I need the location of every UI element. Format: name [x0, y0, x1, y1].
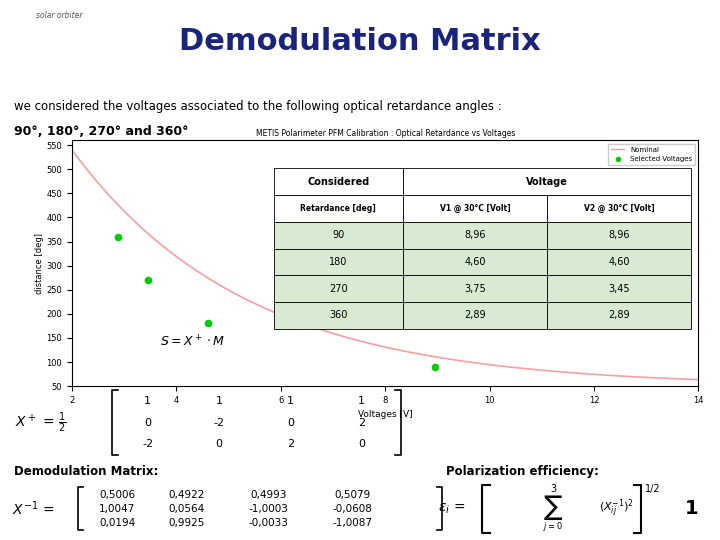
Text: $\varepsilon_i$ =: $\varepsilon_i$ = [438, 502, 465, 516]
Text: 1: 1 [685, 500, 698, 518]
Text: Demodulation Matrix:: Demodulation Matrix: [14, 465, 159, 478]
Text: 0,0194: 0,0194 [99, 518, 135, 528]
Text: 2: 2 [358, 417, 365, 428]
Text: 0,9925: 0,9925 [168, 518, 204, 528]
Point [113, 232, 125, 241]
Text: solar orbiter: solar orbiter [36, 11, 83, 20]
Text: 0,5006: 0,5006 [99, 490, 135, 500]
Text: 0: 0 [287, 417, 294, 428]
Text: -2: -2 [214, 417, 225, 428]
FancyBboxPatch shape [403, 248, 547, 275]
FancyBboxPatch shape [547, 222, 691, 248]
FancyBboxPatch shape [403, 302, 547, 329]
Text: $X^+$ = $\frac{1}{2}$: $X^+$ = $\frac{1}{2}$ [15, 410, 67, 435]
Text: V2 @ 30°C [Volt]: V2 @ 30°C [Volt] [584, 204, 654, 213]
FancyBboxPatch shape [274, 195, 403, 222]
Text: 90°, 180°, 270° and 360°: 90°, 180°, 270° and 360° [14, 125, 189, 138]
Text: 90: 90 [332, 230, 344, 240]
Text: we considered the voltages associated to the following optical retardance angles: we considered the voltages associated to… [14, 100, 502, 113]
Text: 1: 1 [358, 396, 365, 406]
Text: 0,5079: 0,5079 [335, 490, 371, 500]
Point [142, 276, 153, 285]
FancyBboxPatch shape [547, 195, 691, 222]
Text: V1 @ 30°C [Volt]: V1 @ 30°C [Volt] [440, 204, 510, 213]
FancyBboxPatch shape [274, 302, 403, 329]
Text: Demodulation Matrix: Demodulation Matrix [179, 27, 541, 56]
Text: 0: 0 [358, 440, 365, 449]
FancyBboxPatch shape [547, 302, 691, 329]
Legend: Nominal, Selected Voltages: Nominal, Selected Voltages [608, 144, 695, 165]
FancyBboxPatch shape [403, 168, 691, 195]
Text: 180: 180 [329, 257, 348, 267]
Text: 4,60: 4,60 [608, 257, 630, 267]
Point [202, 319, 213, 328]
Text: 3: 3 [550, 484, 556, 495]
FancyBboxPatch shape [403, 222, 547, 248]
Title: METIS Polarimeter PFM Calibration : Optical Retardance vs Voltages: METIS Polarimeter PFM Calibration : Opti… [256, 129, 515, 138]
Text: Voltage: Voltage [526, 177, 568, 186]
Text: 3,75: 3,75 [464, 284, 486, 294]
Text: 0: 0 [215, 440, 222, 449]
Text: $S = X^+ \cdot M$: $S = X^+ \cdot M$ [160, 334, 225, 349]
Text: $\sum$: $\sum$ [543, 494, 563, 522]
Text: 1: 1 [215, 396, 222, 406]
Text: 8,96: 8,96 [608, 230, 630, 240]
Text: -0,0608: -0,0608 [333, 504, 373, 514]
Text: 4,60: 4,60 [464, 257, 486, 267]
Text: $(X_{ij}^{-1})^2$: $(X_{ij}^{-1})^2$ [599, 498, 634, 520]
Text: Polarization efficiency:: Polarization efficiency: [446, 465, 599, 478]
Text: 1,0047: 1,0047 [99, 504, 135, 514]
X-axis label: Voltages [V]: Voltages [V] [358, 410, 413, 420]
Text: Considered: Considered [307, 177, 369, 186]
Text: 2: 2 [287, 440, 294, 449]
Text: 270: 270 [329, 284, 348, 294]
FancyBboxPatch shape [547, 248, 691, 275]
FancyBboxPatch shape [274, 168, 403, 195]
Text: $X^{-1}$ =: $X^{-1}$ = [12, 500, 54, 518]
Text: Retardance [deg]: Retardance [deg] [300, 204, 377, 213]
Text: 1/2: 1/2 [645, 484, 661, 495]
Text: 0,4922: 0,4922 [168, 490, 204, 500]
Point [430, 362, 441, 371]
Text: 3,45: 3,45 [608, 284, 630, 294]
Text: 8,96: 8,96 [464, 230, 486, 240]
Text: 360: 360 [329, 310, 348, 320]
Text: -2: -2 [143, 440, 153, 449]
Text: 1: 1 [144, 396, 151, 406]
FancyBboxPatch shape [274, 248, 403, 275]
Text: -1,0003: -1,0003 [248, 504, 289, 514]
FancyBboxPatch shape [274, 275, 403, 302]
Text: 2,89: 2,89 [464, 310, 486, 320]
Text: 0: 0 [144, 417, 151, 428]
Text: $j=0$: $j=0$ [543, 521, 563, 534]
FancyBboxPatch shape [274, 222, 403, 248]
Text: -1,0087: -1,0087 [333, 518, 373, 528]
Text: 2,89: 2,89 [608, 310, 630, 320]
FancyBboxPatch shape [547, 275, 691, 302]
Text: -0,0033: -0,0033 [248, 518, 289, 528]
Text: 0,4993: 0,4993 [251, 490, 287, 500]
Text: 1: 1 [287, 396, 294, 406]
FancyBboxPatch shape [403, 275, 547, 302]
Y-axis label: distance [deg]: distance [deg] [35, 233, 44, 294]
Text: 0,0564: 0,0564 [168, 504, 204, 514]
FancyBboxPatch shape [403, 195, 547, 222]
